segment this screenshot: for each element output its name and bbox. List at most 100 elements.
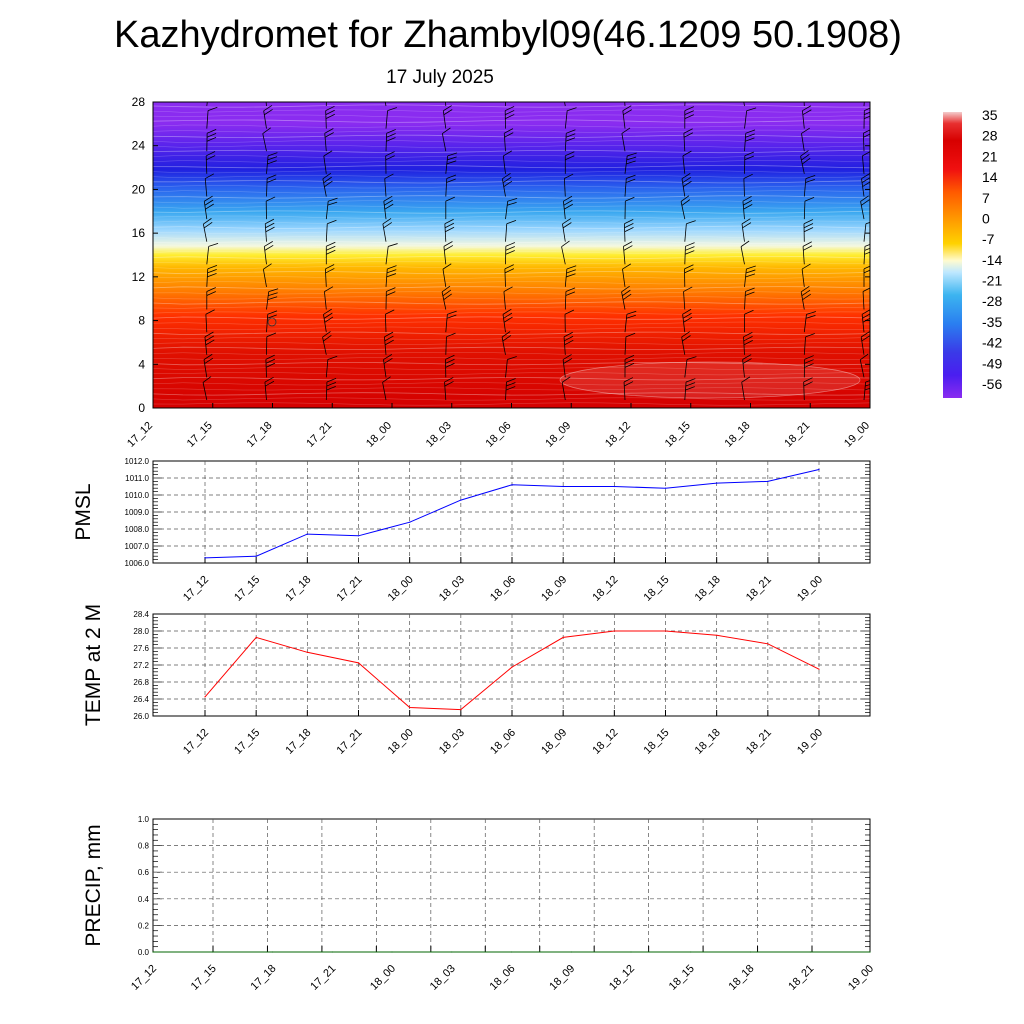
colorbar-label: 0	[982, 210, 990, 226]
barb-flag	[206, 291, 216, 296]
data-point	[409, 521, 411, 523]
barb-flag	[386, 129, 396, 134]
data-point	[331, 951, 333, 953]
barb-staff	[444, 382, 447, 401]
temp-2m-panel: 26.0 26.4 26.8 27.2 27.6 28.0 28.4 17_12 17_15 17…	[82, 604, 871, 757]
x-tick-label: 17_15	[232, 727, 262, 757]
contour-line	[153, 210, 870, 214]
wind-barb	[561, 102, 566, 107]
wind-barb	[681, 173, 692, 197]
barb-flag	[922, 223, 931, 228]
barb-staff	[505, 359, 508, 378]
wind-barb	[324, 264, 335, 287]
barb-flag	[387, 265, 397, 270]
wind-barb	[324, 286, 334, 310]
wind-barb	[203, 195, 214, 220]
barb-staff	[623, 102, 626, 107]
barb-flag	[565, 151, 575, 157]
data-point	[570, 951, 572, 953]
wind-barb	[924, 152, 934, 174]
barb-flag	[923, 174, 932, 178]
barb-flag	[504, 132, 514, 138]
barb-staff	[802, 102, 805, 107]
barb-flag	[743, 173, 753, 179]
wind-barb	[863, 106, 870, 129]
barb-staff	[205, 155, 208, 174]
barb-staff	[683, 291, 686, 310]
barb-flag	[743, 339, 753, 346]
barb-flag	[385, 155, 395, 161]
barb-flag	[624, 91, 633, 96]
barb-staff	[922, 359, 924, 377]
wind-barb	[683, 128, 694, 152]
wind-barb	[684, 356, 697, 378]
barb-flag	[446, 332, 456, 338]
barb-flag	[625, 196, 635, 202]
wind-barb	[563, 331, 574, 355]
data-point	[357, 535, 360, 537]
contour-line	[153, 357, 870, 360]
barb-staff	[264, 223, 267, 242]
barb-flag	[386, 269, 397, 274]
barb-flag	[745, 273, 756, 278]
barb-flag	[506, 378, 516, 383]
barb-flag	[923, 336, 932, 340]
wind-barb	[624, 196, 635, 220]
wind-barb	[206, 102, 210, 107]
barb-flag	[743, 204, 753, 210]
wind-barb	[265, 196, 276, 220]
data-point	[716, 482, 718, 484]
barb-flag	[501, 331, 511, 338]
barb-flag	[446, 160, 457, 165]
wind-barb	[442, 105, 453, 129]
barb-flag	[863, 128, 870, 134]
x-tick-label: 18_21	[786, 963, 816, 993]
y-axis-label: PRECIP, mm	[82, 824, 105, 946]
x-tick-label: 18_21	[744, 727, 774, 757]
barb-flag	[446, 314, 457, 319]
wind-barb	[262, 127, 271, 152]
data-point	[767, 480, 769, 482]
wind-barb	[919, 105, 932, 128]
wind-barb	[623, 241, 633, 265]
barb-flag	[505, 242, 516, 247]
x-tick-label: 18_00	[386, 727, 416, 757]
barb-flag	[503, 180, 513, 187]
barb-flag	[384, 199, 393, 206]
wind-barb	[385, 129, 396, 152]
wind-barb	[922, 197, 933, 220]
barb-flag	[505, 386, 516, 391]
wind-barb	[744, 287, 755, 310]
contour-line	[153, 276, 870, 280]
y-axis-label: PMSL	[72, 483, 95, 540]
barb-flag	[503, 312, 513, 319]
wind-barb	[202, 218, 213, 242]
data-point	[613, 630, 615, 632]
wind-barb	[863, 265, 870, 287]
barb-staff	[384, 178, 387, 197]
y-tick-label: 27.6	[133, 644, 149, 653]
barb-staff	[624, 336, 627, 355]
barb-flag	[264, 83, 273, 88]
barb-flag	[264, 241, 273, 247]
contour-line	[153, 361, 870, 366]
wind-barb	[384, 173, 394, 197]
barb-flag	[442, 127, 451, 134]
contour-line	[153, 164, 870, 169]
wind-barb	[863, 220, 870, 242]
x-tick-label: 17_12	[181, 727, 211, 757]
wind-barb	[443, 102, 447, 107]
barb-staff	[863, 102, 866, 107]
barb-flag	[804, 197, 815, 202]
wind-barb	[802, 241, 813, 265]
barb-staff	[385, 133, 388, 152]
wind-barb	[445, 332, 456, 355]
wind-barb	[505, 197, 518, 220]
barb-flag	[207, 269, 217, 274]
barb-flag	[923, 332, 932, 336]
wind-barb	[681, 331, 691, 355]
barb-staff	[206, 110, 209, 129]
chart-title: Kazhydromet for Zhambyl09(46.1209 50.190…	[114, 14, 902, 56]
barb-staff	[802, 110, 805, 129]
barb-staff	[505, 102, 507, 107]
